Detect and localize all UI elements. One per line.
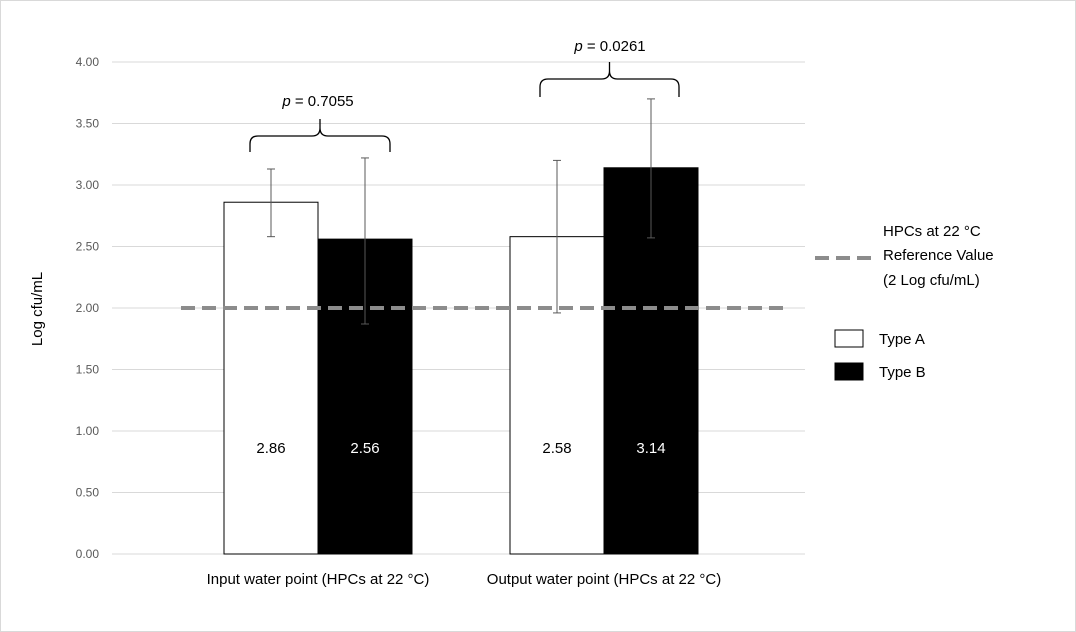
value-label: 2.56 [350, 440, 379, 457]
y-axis-label: Log cfu/mL [29, 272, 46, 346]
p-value-label: p = 0.7055 [281, 93, 353, 110]
y-tick-label: 0.50 [76, 486, 100, 500]
significance-bracket [539, 62, 680, 97]
bar [223, 201, 319, 555]
category-label: Input water point (HPCs at 22 °C) [207, 571, 430, 588]
legend-swatch [834, 362, 864, 381]
p-symbol: p [573, 38, 582, 55]
y-tick-label: 2.00 [76, 301, 100, 315]
p-value-label: p = 0.0261 [573, 38, 645, 55]
category-labels: Input water point (HPCs at 22 °C) Output … [207, 571, 722, 588]
legend-reference-label: Reference Value [883, 247, 994, 264]
error-bars [267, 98, 655, 325]
category-label: Output water point (HPCs at 22 °C) [487, 571, 721, 588]
legend-label: Type B [879, 364, 926, 381]
y-tick-label: 0.00 [76, 547, 100, 561]
value-label: 2.86 [256, 440, 285, 457]
y-tick-label: 3.50 [76, 117, 100, 131]
p-value-text: = 0.0261 [583, 38, 646, 55]
value-label: 3.14 [636, 440, 665, 457]
legend-reference-label: HPCs at 22 °C [883, 223, 981, 240]
value-label: 2.58 [542, 440, 571, 457]
y-tick-label: 1.00 [76, 424, 100, 438]
legend-label: Type A [879, 331, 925, 348]
y-tick-label: 1.50 [76, 363, 100, 377]
p-value-text: = 0.7055 [291, 93, 354, 110]
y-tick-label: 3.00 [76, 178, 100, 192]
y-tick-label: 4.00 [76, 55, 100, 69]
legend-reference-label: (2 Log cfu/mL) [883, 272, 980, 289]
significance-bracket [249, 119, 391, 152]
value-labels: 2.86 2.58 2.56 3.14 [256, 440, 665, 457]
y-axis-ticks: 0.00 0.50 1.00 1.50 2.00 2.50 3.00 3.50 4.00 [76, 55, 100, 561]
legend: HPCs at 22 °C Reference Value (2 Log cfu/m… [815, 223, 994, 381]
bars [223, 167, 699, 555]
p-symbol: p [281, 93, 290, 110]
legend-swatch [834, 329, 864, 348]
y-tick-label: 2.50 [76, 240, 100, 254]
